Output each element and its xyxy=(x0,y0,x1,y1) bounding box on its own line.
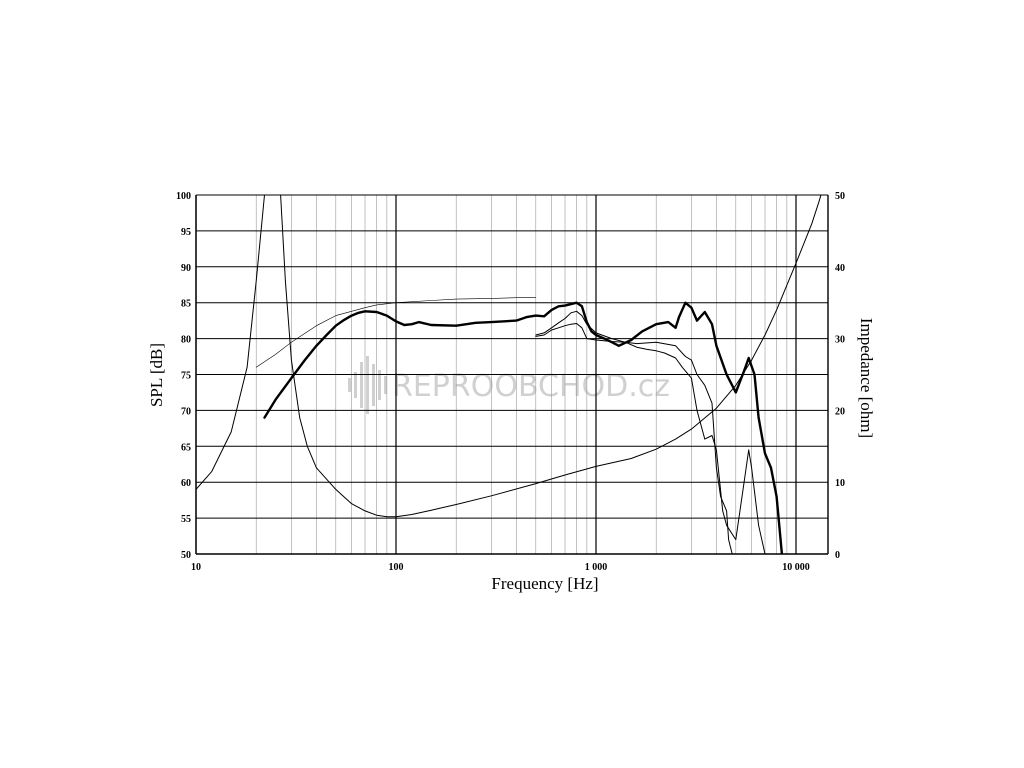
y-tick-label: 65 xyxy=(181,442,191,453)
watermark-logo xyxy=(348,356,387,414)
spl-curve-2 xyxy=(535,323,766,554)
y-tick-label: 70 xyxy=(181,406,191,417)
impedance-curve xyxy=(196,195,822,518)
x-axis-title: Frequency [Hz] xyxy=(491,574,598,593)
spl-curve-4 xyxy=(255,297,537,368)
spl-curve-3 xyxy=(535,310,733,554)
y2-tick-label: 0 xyxy=(835,550,840,561)
x-tick-label: 100 xyxy=(389,562,404,573)
x-tick-label: 1 000 xyxy=(585,562,608,573)
y2-tick-label: 50 xyxy=(835,191,845,202)
y2-tick-label: 40 xyxy=(835,263,845,274)
grid xyxy=(195,194,829,555)
y-tick-label: 60 xyxy=(181,478,191,489)
spl-curve-1 xyxy=(263,301,784,554)
plot-area xyxy=(196,195,822,554)
y-tick-label: 80 xyxy=(181,335,191,346)
y-tick-label: 90 xyxy=(181,263,191,274)
y-tick-label: 50 xyxy=(181,550,191,561)
y2-axis-title: Impedance [ohm] xyxy=(857,318,876,438)
y2-tick-label: 10 xyxy=(835,478,845,489)
y2-tick-label: 20 xyxy=(835,406,845,417)
y-tick-label: 75 xyxy=(181,371,191,382)
y2-tick-label: 30 xyxy=(835,335,845,346)
y-tick-label: 85 xyxy=(181,299,191,310)
x-tick-label: 10 000 xyxy=(782,562,810,573)
y-tick-label: 55 xyxy=(181,514,191,525)
y-tick-label: 100 xyxy=(176,191,191,202)
y-axis-title: SPL [dB] xyxy=(147,343,166,407)
x-tick-label: 10 xyxy=(191,562,201,573)
y-tick-label: 95 xyxy=(181,227,191,238)
